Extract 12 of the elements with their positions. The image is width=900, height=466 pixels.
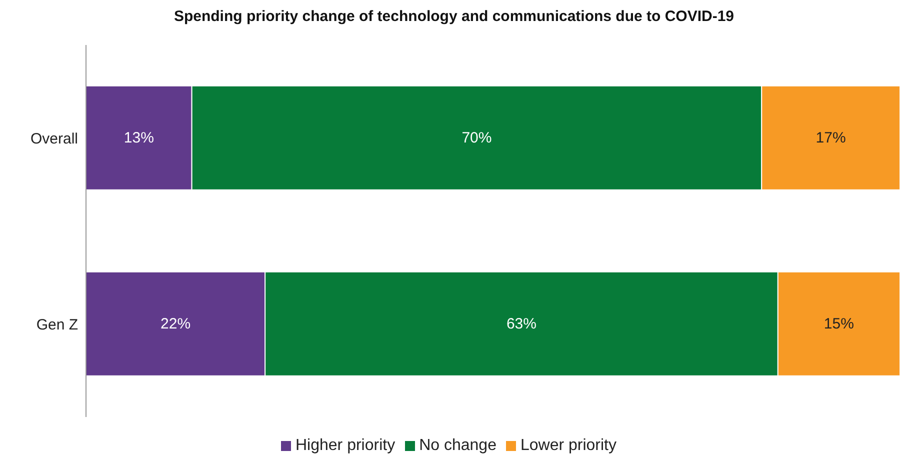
data-label: 15% xyxy=(824,315,854,332)
legend-label: No change xyxy=(419,437,496,454)
data-label: 22% xyxy=(160,315,191,332)
data-label: 70% xyxy=(462,129,492,146)
legend-label: Lower priority xyxy=(520,437,616,454)
data-label: 63% xyxy=(506,315,537,332)
y-tick-label: Overall xyxy=(30,130,78,148)
legend-label: Higher priority xyxy=(295,437,396,454)
y-tick-label: Gen Z xyxy=(36,316,78,334)
data-label: 17% xyxy=(816,129,846,146)
data-label: 13% xyxy=(124,129,154,146)
chart-title: Spending priority change of technology and communications due to COVID-19 xyxy=(172,8,736,25)
